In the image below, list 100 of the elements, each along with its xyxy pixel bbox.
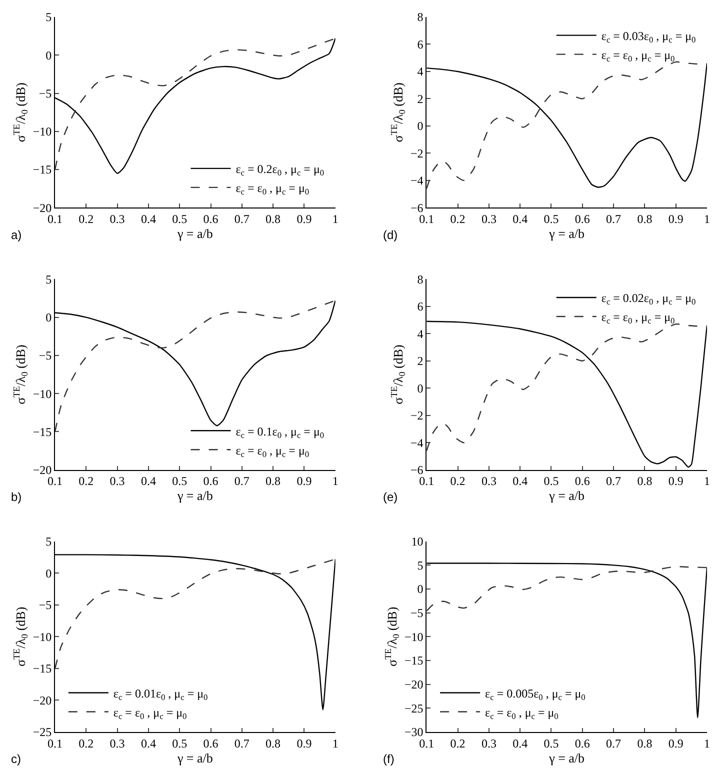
x-tick-label: 0.7 xyxy=(606,474,622,488)
y-tick-label: −15 xyxy=(404,654,424,668)
x-tick-label: 0.1 xyxy=(48,212,62,226)
legend-label: ε$_{c}$ = 0.1ε$_{0}$ , μ$_{c}$ = μ$_{0}$ xyxy=(236,424,324,440)
x-tick-label: 0.9 xyxy=(296,474,312,488)
x-tick-label: 0.3 xyxy=(110,212,125,226)
y-tick-label: 5 xyxy=(46,10,52,24)
x-tick-label: 0.9 xyxy=(668,212,684,226)
legend-label: ε$_{c}$ = ε$_{0}$ , μ$_{c}$ = μ$_{0}$ xyxy=(236,443,310,459)
x-tick-label: 0.7 xyxy=(234,474,250,488)
y-tick-label: −4 xyxy=(410,174,424,188)
y-tick-label: 0 xyxy=(46,310,52,324)
y-tick-label: −20 xyxy=(32,693,52,708)
x-tick-label: 0.7 xyxy=(606,736,622,750)
y-tick-label: −10 xyxy=(32,124,52,139)
text: (f) xyxy=(383,752,394,766)
y-tick-label: −15 xyxy=(32,662,52,676)
x-tick-label: 0.2 xyxy=(78,736,94,750)
x-axis-title: γ = a/b xyxy=(548,488,585,504)
y-tick-label: 0 xyxy=(46,566,52,580)
x-tick-label: 0.3 xyxy=(110,474,125,488)
x-axis-title: γ = a/b xyxy=(548,226,585,242)
legend-label: ε$_{c}$ = ε$_{0}$ , μ$_{c}$ = μ$_{0}$ xyxy=(601,48,675,64)
x-tick-label: 0.5 xyxy=(172,736,188,750)
x-tick-label: 0.4 xyxy=(512,474,528,488)
legend-label: ε$_{c}$ = ε$_{0}$ , μ$_{c}$ = μ$_{0}$ xyxy=(485,705,558,721)
x-tick-label: 0.7 xyxy=(234,736,250,750)
y-tick-label: −6 xyxy=(410,200,424,215)
x-tick-label: 0.2 xyxy=(78,212,94,226)
y-tick-label: −5 xyxy=(38,86,52,100)
y-tick-label: 0 xyxy=(417,582,424,596)
y-tick-label: −5 xyxy=(38,598,52,612)
x-tick-label: 0.2 xyxy=(450,212,466,226)
y-tick-label: 5 xyxy=(46,272,52,286)
x-tick-label: 0.8 xyxy=(637,736,652,750)
y-tick-label: 5 xyxy=(417,558,424,572)
y-tick-label: −2 xyxy=(410,408,424,423)
x-tick-label: 0.5 xyxy=(172,474,188,488)
y-tick-label: −2 xyxy=(410,146,424,160)
x-tick-label: 0.6 xyxy=(203,474,218,488)
y-tick-label: −10 xyxy=(404,630,424,644)
y-tick-label: −20 xyxy=(32,200,52,215)
x-tick-label: 0.8 xyxy=(266,736,281,750)
y-tick-label: 6 xyxy=(417,300,424,314)
x-tick-label: 0.2 xyxy=(450,736,466,750)
y-tick-label: 0 xyxy=(46,48,52,62)
x-tick-label: 0.3 xyxy=(481,474,496,488)
x-axis-title: γ = a/b xyxy=(176,226,213,242)
y-tick-label: 4 xyxy=(417,64,424,79)
legend-label: ε$_{c}$ = 0.01ε$_{0}$ , μ$_{c}$ = μ$_{0}$ xyxy=(113,686,208,702)
x-tick-label: 0.5 xyxy=(172,212,188,226)
y-tick-label: 0 xyxy=(417,119,424,134)
y-tick-label: 0 xyxy=(417,381,424,396)
y-tick-label: −5 xyxy=(410,606,424,620)
x-tick-label: 0.6 xyxy=(574,212,590,226)
y-tick-label: −20 xyxy=(404,678,424,692)
x-axis-title: γ = a/b xyxy=(176,488,213,504)
x-axis-title: γ = a/b xyxy=(176,750,213,766)
x-tick-label: 0.8 xyxy=(637,474,652,488)
y-tick-label: 2 xyxy=(417,92,424,106)
x-tick-label: 0.9 xyxy=(668,474,684,488)
text: b) xyxy=(11,490,22,504)
legend-label: ε$_{c}$ = 0.005ε$_{0}$ , μ$_{c}$ = μ$_{0}$ xyxy=(485,686,586,702)
x-tick-label: 0.4 xyxy=(140,736,156,750)
y-tick-label: −5 xyxy=(38,348,52,363)
x-tick-label: 1 xyxy=(332,474,338,488)
x-axis-title: γ = a/b xyxy=(548,750,585,766)
x-tick-label: 0.3 xyxy=(110,736,125,750)
x-tick-label: 1 xyxy=(704,474,710,488)
x-tick-label: 0.1 xyxy=(419,212,434,226)
y-tick-label: −10 xyxy=(32,630,52,644)
x-tick-label: 0.9 xyxy=(296,212,312,226)
legend-label: ε$_{c}$ = 0.2ε$_{0}$ , μ$_{c}$ = μ$_{0}$ xyxy=(236,162,324,178)
x-tick-label: 0.5 xyxy=(544,474,559,488)
legend-label: ε$_{c}$ = 0.02ε$_{0}$ , μ$_{c}$ = μ$_{0}$ xyxy=(601,291,696,307)
x-tick-label: 0.6 xyxy=(574,736,590,750)
x-tick-label: 0.4 xyxy=(512,736,528,750)
x-tick-label: 0.6 xyxy=(203,212,218,226)
x-tick-label: 0.8 xyxy=(637,212,652,226)
text: a) xyxy=(11,228,22,242)
y-tick-label: 10 xyxy=(411,534,424,549)
y-tick-label: −15 xyxy=(32,162,52,177)
legend-label: ε$_{c}$ = ε$_{0}$ , μ$_{c}$ = μ$_{0}$ xyxy=(601,310,675,326)
y-tick-label: 5 xyxy=(46,534,52,549)
x-tick-label: 0.5 xyxy=(544,736,559,750)
x-tick-label: 0.9 xyxy=(296,736,312,750)
line-series xyxy=(55,558,336,670)
x-tick-label: 0.2 xyxy=(450,474,466,488)
legend-label: ε$_{c}$ = ε$_{0}$ , μ$_{c}$ = μ$_{0}$ xyxy=(236,181,310,197)
text: c) xyxy=(11,752,21,766)
y-tick-label: 8 xyxy=(417,10,424,24)
line-series xyxy=(426,566,707,612)
x-tick-label: 0.8 xyxy=(266,212,281,226)
x-tick-label: 0.3 xyxy=(481,212,496,226)
y-tick-label: 6 xyxy=(417,37,424,52)
x-tick-label: 0.2 xyxy=(78,474,94,488)
x-tick-label: 0.7 xyxy=(234,212,250,226)
text: (d) xyxy=(383,228,398,242)
x-tick-label: 0.8 xyxy=(266,474,281,488)
x-tick-label: 0.9 xyxy=(668,736,684,750)
